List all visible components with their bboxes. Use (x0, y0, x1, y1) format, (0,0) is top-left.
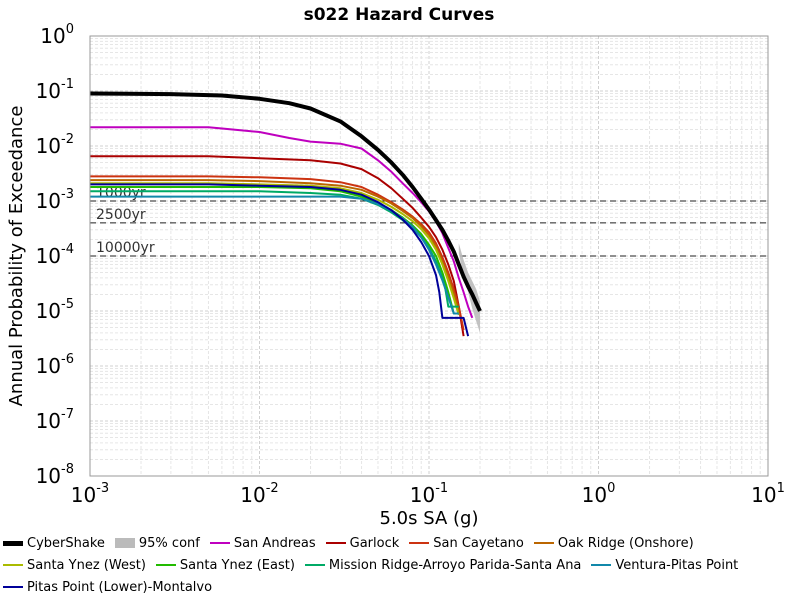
reference-line-label: 2500yr (96, 207, 146, 223)
y-tick-label: 10-5 (36, 297, 74, 323)
legend-swatch (591, 564, 612, 566)
legend-label: San Andreas (233, 535, 316, 551)
x-tick-label: 100 (582, 481, 616, 507)
legend-item: 95% conf (114, 535, 200, 551)
legend-item: San Andreas (209, 535, 316, 551)
legend-item: Oak Ridge (Onshore) (533, 535, 694, 551)
legend-swatch (114, 538, 135, 548)
legend-swatch (209, 542, 230, 544)
y-tick-label: 10-6 (36, 352, 74, 378)
legend-swatch (304, 564, 325, 566)
y-tick-label: 10-2 (36, 132, 74, 158)
series-line-pitas-point-lower-montalvo (90, 183, 470, 337)
legend-swatch (3, 586, 23, 588)
y-axis-label: Annual Probability of Exceedance (6, 106, 27, 407)
x-tick-label: 10-1 (410, 481, 448, 507)
plot-frame (89, 35, 769, 477)
legend-row: Santa Ynez (West) Santa Ynez (East) Missio… (0, 554, 745, 576)
legend-item: Santa Ynez (West) (3, 558, 146, 573)
legend-item: Ventura-Pitas Point (591, 558, 738, 573)
legend-label: Santa Ynez (West) (27, 557, 146, 573)
y-tick-label: 10-7 (36, 407, 74, 433)
legend-swatch (325, 542, 346, 544)
legend-item: Pitas Point (Lower)-Montalvo (3, 580, 212, 595)
legend-label: Oak Ridge (Onshore) (557, 535, 694, 551)
series-line-oak-ridge-onshore (90, 179, 460, 312)
series-layer (89, 91, 482, 337)
series-line-san-andreas (90, 126, 474, 319)
legend-label: CyberShake (27, 535, 105, 551)
x-tick-label: 10-3 (71, 481, 109, 507)
x-tick-label: 10-2 (240, 481, 278, 507)
y-tick-label: 10-3 (36, 187, 74, 213)
legend-label: Ventura-Pitas Point (615, 557, 739, 573)
legend-item: San Cayetano (409, 536, 524, 551)
legend-label: Santa Ynez (East) (179, 557, 295, 573)
legend-row: Pitas Point (Lower)-Montalvo (0, 576, 219, 598)
legend-label: Pitas Point (Lower)-Montalvo (27, 579, 213, 595)
chart-title: s022 Hazard Curves (304, 5, 495, 25)
legend-swatch (155, 564, 176, 566)
legend-item: Mission Ridge-Arroyo Parida-Santa Ana (304, 557, 582, 573)
legend-label: Garlock (349, 535, 400, 551)
legend-swatch (3, 540, 23, 546)
legend-label: San Cayetano (433, 535, 524, 551)
y-tick-label: 10-4 (36, 242, 74, 268)
legend-label: Mission Ridge-Arroyo Parida-Santa Ana (328, 557, 582, 573)
legend-row: CyberShake 95% conf San Andreas Garlock San … (0, 532, 701, 554)
legend-item: Garlock (325, 535, 400, 551)
legend-label: 95% conf (138, 535, 200, 551)
y-tick-label: 10-8 (36, 462, 74, 488)
x-axis-label: 5.0s SA (g) (380, 508, 479, 529)
legend-swatch (533, 542, 554, 544)
y-tick-label: 100 (40, 22, 74, 48)
legend: CyberShake 95% conf San Andreas Garlock San … (0, 532, 800, 600)
legend-swatch (409, 542, 430, 544)
series-line-santa-ynez-west (90, 182, 460, 316)
legend-item: Santa Ynez (East) (155, 557, 295, 573)
series-line-garlock (90, 155, 465, 337)
series-line-cybershake (89, 91, 482, 312)
legend-swatch (3, 564, 23, 566)
y-tick-label: 10-1 (36, 77, 74, 103)
legend-item: CyberShake (3, 536, 105, 551)
axis-ticks: 10-3 10-2 10-1 100 101 100 10-1 10-2 10-3 10-4 10-… (36, 22, 785, 507)
series-line-san-cayetano (90, 175, 465, 331)
reference-line-label: 10000yr (96, 240, 155, 256)
x-tick-label: 101 (751, 481, 785, 507)
